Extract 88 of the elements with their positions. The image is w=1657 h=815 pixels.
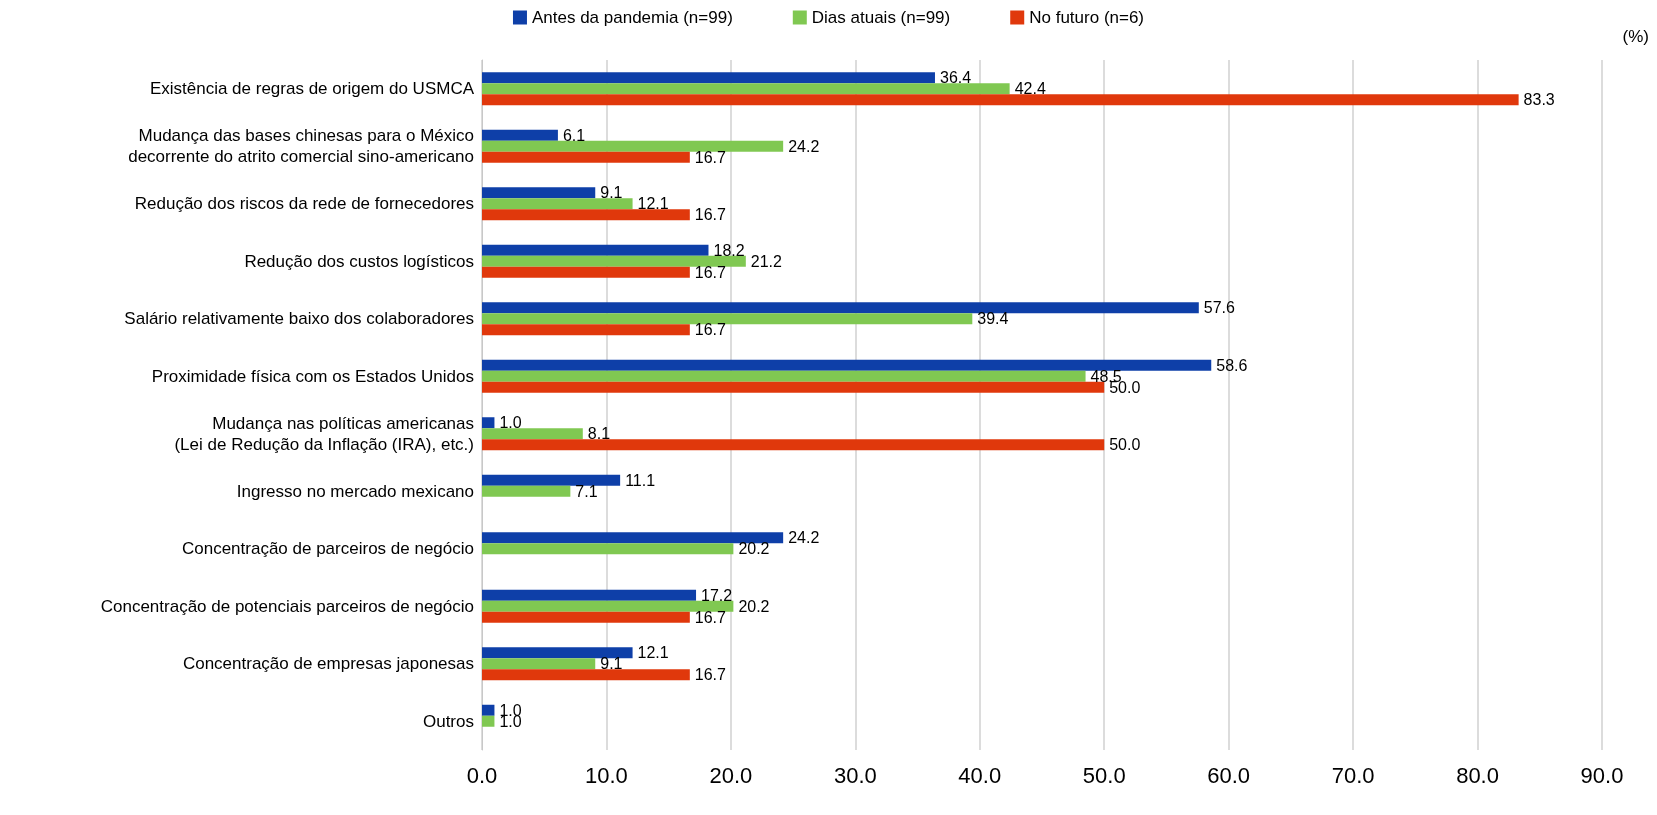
text: (%) [1622,27,1650,46]
bar [482,209,690,221]
bar [482,313,973,325]
data-label: 83.3 [1523,91,1555,109]
y-tick-label: Existência de regras de origem do USMCA [149,79,475,99]
bar [482,72,935,84]
y-tick-label: Ingresso no mercado mexicano [236,481,474,501]
data-label: 9.1 [600,184,623,202]
bar [482,474,621,486]
bar [482,187,596,199]
x-tick-label: 60.0 [1207,762,1251,788]
data-label: 36.4 [939,69,972,87]
bar [482,370,1086,382]
x-tick-label: 50.0 [1082,762,1126,788]
y-tick-label: Proximidade física com os Estados Unidos [151,366,474,386]
data-label: 16.7 [694,666,727,684]
bar [482,244,709,256]
legend-label: No futuro (n=6) [1029,8,1145,27]
x-tick-label: 40.0 [958,762,1002,788]
bar [482,669,690,681]
bar [482,532,784,544]
data-label: 57.6 [1203,299,1236,317]
data-label: 7.1 [575,482,598,500]
x-tick-label: 10.0 [585,762,628,788]
data-label: 21.2 [750,252,783,270]
data-label: 20.2 [738,540,770,558]
data-label: 16.7 [694,206,727,224]
data-label: 16.7 [694,321,727,339]
x-tick-label: 80.0 [1456,762,1499,788]
data-label: 12.1 [637,195,669,213]
bar [482,266,690,278]
bar [482,600,734,612]
y-tick-label: Concentração de potenciais parceiros de negócio [100,596,474,616]
legend-label: Antes da pandemia (n=99) [531,8,733,27]
legend-label: Dias atuais (n=99) [811,8,951,27]
bar [482,611,690,623]
bar [482,658,596,670]
data-label: 58.6 [1216,356,1248,374]
data-label: 42.4 [1014,80,1046,98]
bar [482,543,734,555]
data-label: 1.0 [499,414,522,432]
data-label: 24.2 [788,529,820,547]
data-label: 39.4 [977,310,1009,328]
bar [482,381,1105,393]
bar [482,255,746,267]
bar [482,140,784,152]
y-tick-label: Redução dos riscos da rede de fornecedores [134,194,474,214]
bar [482,647,633,659]
data-label: 16.7 [694,263,727,281]
bar [482,428,583,440]
bar [482,151,690,163]
bar [482,359,1212,371]
data-label: 50.0 [1109,436,1141,454]
x-tick-label: 70.0 [1331,762,1375,788]
data-label: 9.1 [600,655,623,673]
y-tick-label: Redução dos custos logísticos [244,251,474,271]
data-label: 11.1 [625,471,656,489]
bar [482,417,495,429]
data-label: 17.2 [701,586,733,604]
y-tick-label: Salário relativamente baixo dos colaboradores [124,309,474,329]
x-tick-label: 90.0 [1580,762,1624,788]
bar [482,129,558,141]
data-label: 8.1 [587,425,611,443]
y-tick-label: Mudança das bases chinesas para o México decorrente do atrito comercial sino-americano [128,126,474,167]
bar [482,324,690,336]
y-tick-label: Concentração de empresas japonesas [182,654,474,674]
bar [482,715,495,727]
data-label: 6.1 [562,126,586,144]
bar [482,198,633,210]
bar [482,704,495,716]
bar [482,589,697,601]
data-label: 16.7 [694,148,727,166]
bar [482,485,571,497]
x-tick-label: 0.0 [466,762,498,788]
bar [482,302,1199,314]
y-tick-label: Concentração de parceiros de negócio [181,539,474,559]
data-label: 12.1 [637,644,669,662]
y-tick-label: Mudança nas políticas americanas (Lei de Redução da Inflação (IRA), etc.) [174,413,474,454]
data-label: 18.2 [713,241,745,259]
data-label: 16.7 [694,608,727,626]
data-label: 20.2 [738,597,770,615]
bar [482,439,1105,451]
bar [482,83,1010,95]
y-tick-label: Outros [422,711,474,731]
data-label: 24.2 [788,137,820,155]
x-tick-label: 20.0 [709,762,753,788]
x-tick-label: 30.0 [833,762,877,788]
bar [482,94,1519,106]
